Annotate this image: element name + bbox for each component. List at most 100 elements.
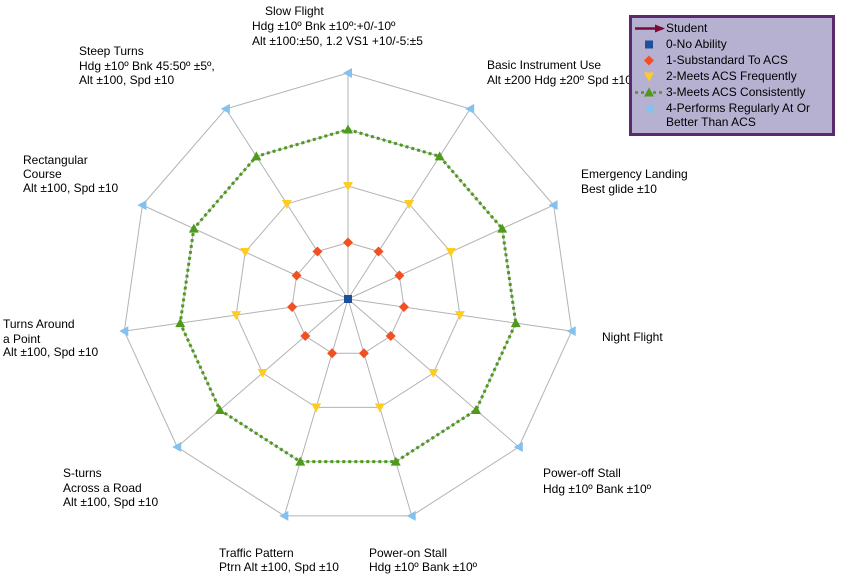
axis-label: Traffic Pattern xyxy=(219,546,294,560)
marker xyxy=(137,200,147,211)
legend-label: 4-Performs Regularly At Or Better Than A… xyxy=(666,101,811,129)
axis-label: Ptrn Alt ±100, Spd ±10 xyxy=(219,560,339,574)
marker xyxy=(434,151,445,161)
marker xyxy=(645,40,653,49)
marker xyxy=(172,441,182,452)
marker xyxy=(295,456,306,466)
axis-label: Steep Turns xyxy=(79,44,144,58)
legend-label: 1-Substandard To ACS xyxy=(666,53,788,67)
axis-label: Rectangular xyxy=(23,153,88,167)
legend-key xyxy=(644,72,654,82)
marker xyxy=(548,200,558,211)
axis-label: a Point xyxy=(3,332,41,346)
legend-entry: 1-Substandard To ACS xyxy=(632,53,832,68)
legend-entry: 4-Performs Regularly At Or Better Than A… xyxy=(632,101,832,129)
legend-label: 3-Meets ACS Consistently xyxy=(666,85,806,99)
legend-label: Student xyxy=(666,21,708,35)
marker xyxy=(644,55,654,66)
legend-key xyxy=(635,24,665,33)
marker xyxy=(655,24,665,33)
marker xyxy=(497,223,508,233)
axis-label: Basic Instrument Use xyxy=(487,58,601,72)
axis-label: Across a Road xyxy=(63,481,142,495)
marker xyxy=(175,318,186,328)
axis-label: Emergency Landing xyxy=(581,167,688,181)
axis-label: Hdg ±10º Bnk 45:50º ±5º, xyxy=(79,59,215,73)
marker xyxy=(287,302,298,313)
axis-label: Power-off Stall xyxy=(543,466,621,480)
marker xyxy=(510,318,521,328)
grid-ring xyxy=(123,72,573,517)
marker xyxy=(281,199,292,209)
axis-label: Power-on Stall xyxy=(369,546,447,560)
marker xyxy=(220,103,230,114)
axis-label: Alt ±100, Spd ±10 xyxy=(63,495,159,509)
marker xyxy=(343,182,353,191)
marker xyxy=(454,311,465,321)
marker xyxy=(644,87,654,97)
legend-label: 0-No Ability xyxy=(666,37,727,51)
grid-ring xyxy=(291,241,405,354)
axis-label: Alt ±100, Spd ±10 xyxy=(79,73,175,87)
marker xyxy=(240,248,251,258)
axis-label: S-turns xyxy=(63,466,102,480)
marker xyxy=(343,124,353,134)
legend: Student 0-No Ability 1-Substandard To ACS 2… xyxy=(629,15,835,136)
legend-entry: 2-Meets ACS Frequently xyxy=(632,69,832,84)
marker xyxy=(343,68,352,78)
legend-key xyxy=(645,40,653,49)
marker xyxy=(465,103,475,114)
marker xyxy=(214,404,225,414)
marker xyxy=(300,330,311,341)
legend-key xyxy=(644,103,653,114)
grid-ring xyxy=(235,185,461,408)
axis-label: Hdg ±10º Bnk ±10º:+0/-10º xyxy=(252,19,396,33)
marker xyxy=(312,246,323,257)
marker xyxy=(343,237,353,248)
marker xyxy=(279,510,289,521)
marker xyxy=(644,72,654,82)
marker xyxy=(398,302,409,313)
axis-label: Alt ±200 Hdg ±20º Spd ±10 xyxy=(487,73,632,87)
marker xyxy=(358,348,369,359)
legend-key xyxy=(644,55,654,66)
marker xyxy=(231,311,242,321)
series-line xyxy=(178,127,518,464)
marker xyxy=(471,404,482,414)
axis-label: Turns Around xyxy=(3,317,75,331)
marker xyxy=(445,248,456,258)
marker xyxy=(644,103,653,114)
marker xyxy=(404,199,415,209)
marker xyxy=(257,368,268,378)
axis-label: Best glide ±10 xyxy=(581,182,657,196)
marker xyxy=(428,368,439,378)
legend-entry: 0-No Ability xyxy=(632,37,832,52)
legend-label: 2-Meets ACS Frequently xyxy=(666,69,797,83)
axis-label: Hdg ±10º Bank ±10º xyxy=(543,482,652,496)
marker xyxy=(374,403,385,413)
marker xyxy=(188,223,199,233)
legend-key xyxy=(635,87,663,97)
marker xyxy=(406,510,416,521)
marker xyxy=(327,348,338,359)
legend-entry: 3-Meets ACS Consistently xyxy=(632,85,832,100)
marker xyxy=(251,151,262,161)
marker xyxy=(344,295,352,303)
marker xyxy=(119,326,129,337)
marker xyxy=(385,330,396,341)
axis-label: Alt ±100, Spd ±10 xyxy=(3,345,99,359)
marker xyxy=(566,326,576,337)
axis-label: Alt ±100:±50, 1.2 VS1 +10/-5:±5 xyxy=(252,34,423,48)
axis-label: Alt ±100, Spd ±10 xyxy=(23,181,119,195)
axis-label: Night Flight xyxy=(602,330,663,344)
marker xyxy=(291,270,302,281)
marker xyxy=(390,456,401,466)
axis-label: Slow Flight xyxy=(265,4,324,18)
axis-label: Course xyxy=(23,167,62,181)
marker xyxy=(311,403,322,413)
marker xyxy=(373,246,384,257)
axis-label: Hdg ±10º Bank ±10º xyxy=(369,560,478,574)
marker xyxy=(513,441,523,452)
